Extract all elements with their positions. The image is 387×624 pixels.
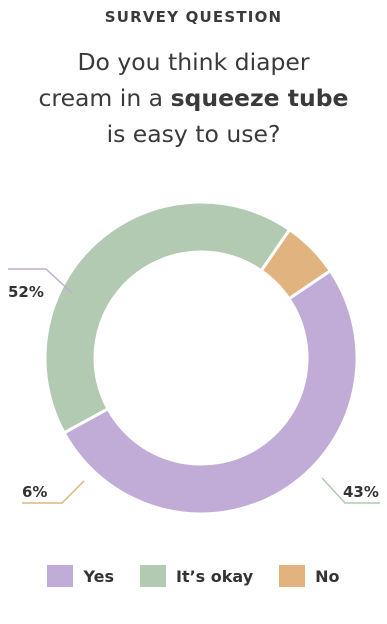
leader-yes (8, 268, 73, 294)
label-leaders (8, 268, 380, 504)
legend-swatch-okay (139, 565, 166, 587)
slice-no (259, 227, 333, 301)
data-label-okay: 43% (343, 483, 379, 501)
slice-yes (62, 268, 359, 516)
leader-okay (321, 477, 380, 504)
question-emphasis: squeeze tube (170, 84, 349, 112)
legend-label-no: No (315, 566, 340, 586)
question-line-3: is easy to use? (106, 120, 281, 148)
legend-item-yes: Yes (47, 565, 114, 587)
legend-label-okay: It’s okay (175, 566, 254, 586)
data-label-no: 6% (22, 483, 47, 501)
data-label-yes: 52% (8, 283, 44, 301)
question-line-1: Do you think diaper (77, 48, 310, 76)
legend: Yes It’s okay No (0, 565, 387, 587)
legend-swatch-yes (47, 565, 74, 587)
legend-item-okay: It’s okay (139, 565, 254, 587)
question-line-2: cream in a squeeze tube (0, 80, 387, 116)
question-line-2-text: cream in a (38, 84, 171, 112)
legend-item-no: No (279, 565, 340, 587)
legend-label-yes: Yes (83, 566, 114, 586)
donut-slices (43, 200, 359, 516)
slice-okay (43, 200, 292, 435)
legend-swatch-no (279, 565, 306, 587)
question-title: Do you think diaper cream in a squeeze t… (0, 44, 387, 152)
survey-eyebrow: SURVEY QUESTION (104, 8, 283, 26)
leader-no (22, 480, 85, 504)
